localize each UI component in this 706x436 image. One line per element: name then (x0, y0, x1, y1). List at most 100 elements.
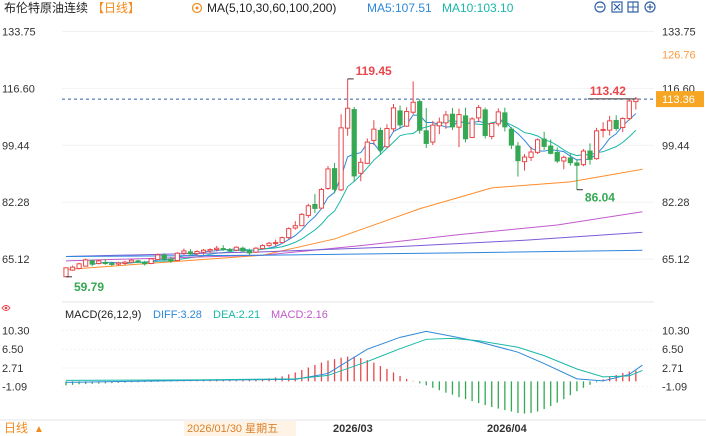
macd-dea-value: DEA:2.21 (213, 309, 260, 321)
price-tick-label-left: 65.12 (2, 254, 30, 266)
candle-body-down (89, 260, 95, 265)
candle (312, 193, 318, 214)
candle (626, 98, 632, 121)
candle (384, 124, 390, 148)
candle (69, 265, 76, 271)
candle (142, 260, 148, 266)
candle (161, 253, 167, 261)
candle (430, 120, 436, 146)
macd-params-label[interactable]: MACD(26,12,9) (65, 309, 141, 321)
macd-hist-value: MACD:2.16 (271, 309, 328, 321)
candle-body-up (279, 237, 285, 244)
candle-body-up (338, 127, 344, 191)
candle-body-down (220, 248, 226, 251)
macd-tick-label-right: 2.71 (662, 363, 683, 375)
price-tick-label-right: 65.12 (662, 254, 690, 266)
candle (345, 78, 351, 136)
macd-header: MACD(26,12,9) DIFF:3.28 DEA:2.21 MACD:2.… (65, 309, 328, 321)
candle (253, 246, 259, 253)
zoom-out-icon[interactable] (594, 1, 606, 13)
price-grid (62, 30, 654, 260)
ma-params-label[interactable]: MA(5,10,30,60,100,200) (207, 1, 336, 15)
candle-body-up (593, 130, 600, 160)
grid-icon[interactable] (627, 1, 639, 13)
close-icon[interactable] (611, 1, 623, 13)
candle (515, 142, 521, 177)
ma-line-ma5 (92, 113, 637, 266)
candle (574, 159, 580, 190)
period-label: 【日线】 (92, 1, 140, 15)
candle (462, 107, 469, 143)
candle (495, 108, 501, 127)
candle-body-down (482, 109, 488, 136)
price-tick-label-left: 116.60 (2, 83, 35, 95)
candle (587, 143, 593, 165)
price-tick-label-right: 99.44 (662, 140, 690, 152)
candle (83, 258, 89, 267)
macd-tick-label-left: 10.30 (2, 325, 30, 337)
candle-body-down (109, 262, 115, 265)
crosshair-date-box (184, 421, 296, 436)
period-selector-label[interactable]: 日线 (4, 421, 28, 435)
candle (266, 241, 272, 247)
candle (240, 246, 246, 252)
candle (299, 213, 305, 227)
annotation-pullback-low-label: 86.04 (585, 191, 615, 205)
alert-price-tag: 126.76 (662, 50, 696, 62)
candle-body-up (194, 251, 200, 255)
candle-body-up (456, 114, 462, 128)
candle-body-up (181, 250, 187, 254)
candle (567, 153, 573, 166)
candle-body-up (443, 114, 449, 124)
ma-line-ma100 (65, 231, 643, 258)
candle (305, 203, 311, 218)
candle (449, 107, 456, 131)
alert-price-tag-bg (656, 46, 704, 63)
candle (436, 117, 442, 135)
candle-body-up (214, 247, 220, 251)
candle (76, 262, 82, 270)
candle-body-up (266, 242, 272, 247)
candle-body-down (449, 113, 456, 128)
candle-body-up (200, 249, 207, 253)
candle-body-up (63, 267, 69, 278)
ma10-value: MA10:103.10 (442, 1, 514, 15)
candle-body-up (600, 128, 606, 131)
macd-diff-value: DIFF:3.28 (153, 309, 202, 321)
candle-body-down (142, 261, 148, 265)
candle (535, 138, 541, 155)
period-selector[interactable]: 日线 ▲ (4, 421, 44, 435)
candle (580, 149, 587, 167)
settings-icon[interactable] (191, 2, 203, 14)
candle-body-down (613, 120, 619, 129)
candle (607, 115, 613, 136)
macd-grid (62, 329, 654, 388)
zoom-in-icon[interactable] (644, 1, 656, 13)
candle-body-up (345, 107, 351, 129)
crosshair-date-label: 2026/01/30 星期五 (187, 422, 278, 435)
candle (554, 147, 560, 163)
chevron-up-icon[interactable]: ▲ (34, 424, 44, 435)
candle-body-up (561, 156, 567, 162)
candle (318, 187, 325, 209)
macd-dea-line (65, 337, 643, 381)
candle (351, 106, 357, 182)
candle-body-up (580, 150, 587, 166)
candle-body-up (358, 161, 364, 174)
candle-body-down (397, 110, 403, 126)
macd-panel[interactable]: 10.30 10.30 6.50 6.50 2.71 2.71 -1.09 -1.09 (2, 325, 690, 414)
macd-tick-label-left: 6.50 (2, 344, 23, 356)
candle-body-down (548, 145, 554, 154)
candle (89, 259, 95, 267)
eye-icon[interactable] (1, 305, 11, 311)
candle-body-down (240, 247, 246, 252)
candle-body-up (233, 246, 239, 251)
candle-body-up (155, 254, 161, 261)
candle (377, 127, 383, 156)
candle-body-up (122, 261, 128, 264)
bottom-bar: 日线 ▲ 2026/01/30 星期五 2026/03 2026/04 (0, 419, 706, 436)
candle-body-up (489, 123, 495, 137)
